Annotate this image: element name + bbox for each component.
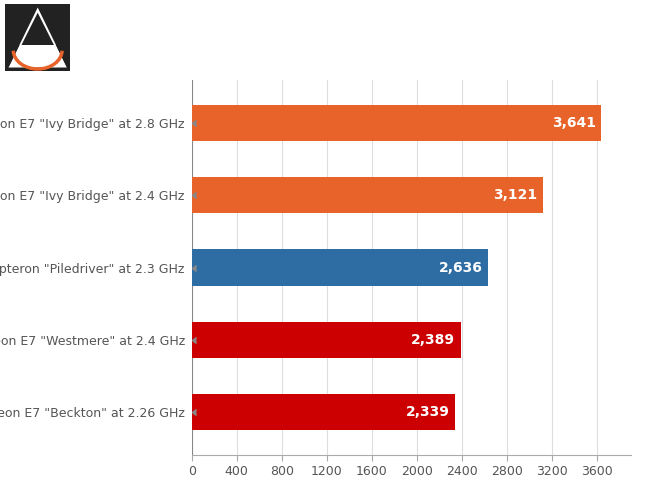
Bar (192, 178, 543, 214)
Bar (192, 250, 488, 286)
Bar (192, 105, 601, 142)
Text: 2,389: 2,389 (411, 332, 455, 346)
Text: 3,641: 3,641 (552, 116, 596, 130)
Text: 2,636: 2,636 (439, 260, 483, 274)
Text: MIPS, Higher Is Better: MIPS, Higher Is Better (81, 52, 255, 66)
Polygon shape (8, 45, 20, 68)
FancyBboxPatch shape (5, 4, 70, 71)
Bar (192, 394, 455, 430)
Bar (192, 322, 460, 358)
Text: 2,339: 2,339 (406, 404, 449, 418)
Polygon shape (8, 8, 67, 68)
Text: LZMA Single-Threaded Performance: Decompression: LZMA Single-Threaded Performance: Decomp… (81, 17, 612, 35)
Text: 3,121: 3,121 (493, 188, 538, 202)
Polygon shape (21, 12, 54, 45)
Polygon shape (56, 45, 67, 68)
